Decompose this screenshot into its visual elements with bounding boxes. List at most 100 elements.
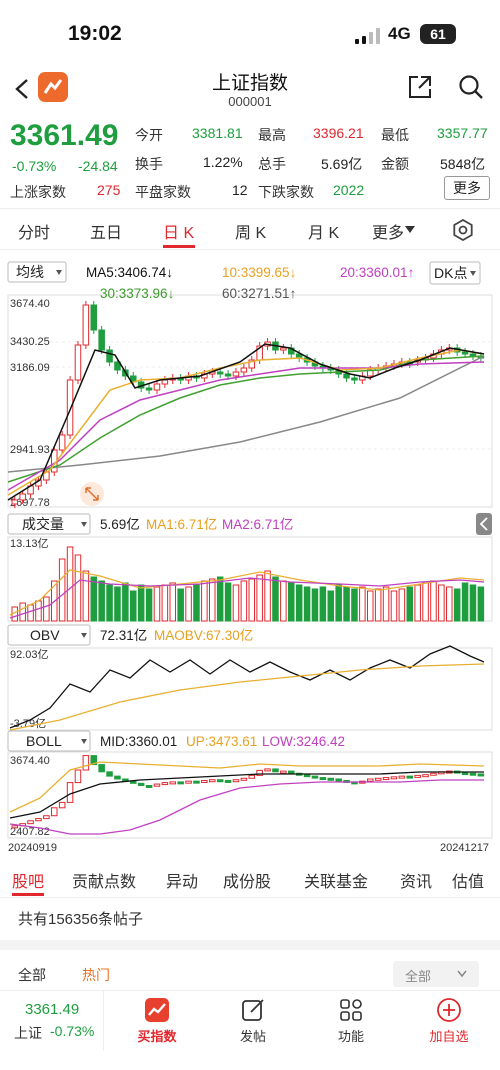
candle bbox=[240, 367, 248, 373]
volume-bar bbox=[27, 604, 34, 622]
share-icon[interactable] bbox=[407, 74, 433, 100]
boll-candle bbox=[382, 777, 390, 781]
post-button[interactable]: 发帖 bbox=[208, 997, 298, 1045]
boll-select-label: BOLL bbox=[26, 733, 62, 749]
obv-line bbox=[9, 645, 485, 729]
tab-minute[interactable]: 分时 bbox=[18, 225, 51, 242]
app-logo-icon[interactable] bbox=[38, 72, 68, 102]
obv-select[interactable] bbox=[7, 624, 91, 646]
volume-value: 5.69亿 bbox=[321, 156, 363, 172]
sort-select[interactable]: 全部 bbox=[393, 961, 479, 987]
search-icon[interactable] bbox=[458, 74, 484, 100]
expand-icon[interactable] bbox=[80, 482, 104, 506]
gear-icon[interactable] bbox=[452, 219, 474, 241]
volume-bar bbox=[19, 602, 26, 622]
buy-index-button[interactable]: 买指数 bbox=[112, 997, 202, 1045]
volume-bar bbox=[359, 586, 366, 622]
obv-axis-top: 92.03亿 bbox=[10, 648, 49, 661]
volume-bar bbox=[177, 588, 184, 622]
change-value: -24.84 bbox=[78, 158, 118, 174]
chevron-left-icon bbox=[479, 517, 488, 531]
boll-candle bbox=[193, 780, 200, 784]
boll-select[interactable] bbox=[7, 730, 91, 752]
volume-bar bbox=[130, 590, 137, 622]
boll-candle bbox=[280, 770, 287, 774]
ma5-label: MA5:3406.74↓ bbox=[86, 265, 173, 280]
candle bbox=[106, 349, 113, 363]
obv-value: 72.31亿 bbox=[100, 628, 147, 643]
function-button[interactable]: 功能 bbox=[306, 997, 396, 1045]
collapse-panel-button[interactable] bbox=[476, 513, 492, 535]
volume-bar bbox=[335, 584, 342, 622]
boll-candle bbox=[390, 776, 398, 780]
boll-lower-line bbox=[9, 779, 484, 835]
candle bbox=[153, 383, 161, 391]
tab-more[interactable]: 更多 bbox=[372, 225, 405, 242]
tab-five-day[interactable]: 五日 bbox=[90, 225, 123, 242]
post-count: 共有156356条帖子 bbox=[18, 911, 144, 928]
volume-bar bbox=[422, 582, 429, 622]
chart-icon bbox=[145, 998, 169, 1022]
tab-weekly-k[interactable]: 周 K bbox=[235, 225, 267, 242]
chevron-down-icon bbox=[457, 970, 467, 978]
bottom-index-name: 上证 bbox=[14, 1025, 42, 1041]
volume-bar bbox=[35, 600, 42, 622]
price-axis-label-1: 3674.40 bbox=[10, 298, 50, 310]
volume-bar bbox=[209, 578, 216, 622]
boll-candle bbox=[335, 778, 342, 782]
volume-bar bbox=[240, 580, 248, 622]
bottom-quote[interactable]: 3361.49 上证 -0.73% bbox=[0, 991, 104, 1051]
boll-candle bbox=[153, 783, 161, 787]
dk-point-button[interactable] bbox=[429, 261, 481, 285]
down-count-label: 下跌家数 bbox=[258, 184, 314, 200]
tab-forum[interactable]: 股吧 bbox=[12, 874, 45, 891]
sort-select-label: 全部 bbox=[405, 969, 432, 984]
boll-candle bbox=[201, 779, 208, 783]
boll-candle bbox=[209, 779, 216, 783]
date-start: 20240919 bbox=[8, 842, 57, 854]
filter-hot[interactable]: 热门 bbox=[82, 967, 110, 983]
add-watchlist-button[interactable]: 加自选 bbox=[404, 997, 494, 1045]
volume-bar bbox=[216, 576, 224, 622]
volume-bar bbox=[374, 588, 382, 622]
boll-candle bbox=[264, 768, 271, 772]
back-icon[interactable] bbox=[14, 78, 30, 100]
candlesticks bbox=[11, 301, 485, 508]
indicator-select[interactable] bbox=[7, 261, 67, 283]
candle bbox=[161, 379, 169, 385]
volume-bar bbox=[74, 554, 82, 622]
volume-bar bbox=[477, 586, 485, 622]
boll-candle bbox=[114, 775, 121, 780]
tab-related-funds[interactable]: 关联基金 bbox=[304, 874, 369, 891]
boll-candle bbox=[406, 775, 414, 779]
boll-candle bbox=[224, 779, 232, 783]
volume-bar bbox=[58, 558, 66, 622]
ma60-line bbox=[7, 355, 485, 473]
volume-bar bbox=[153, 586, 161, 622]
flat-count-label: 平盘家数 bbox=[135, 184, 191, 200]
volume-bar bbox=[367, 590, 374, 622]
boll-candle bbox=[11, 825, 19, 829]
boll-candle bbox=[288, 770, 295, 774]
high-value: 3396.21 bbox=[313, 125, 364, 141]
tab-news[interactable]: 资讯 bbox=[400, 874, 433, 891]
tab-monthly-k[interactable]: 月 K bbox=[308, 225, 340, 242]
more-button[interactable]: 更多 bbox=[444, 176, 490, 200]
tab-constituents[interactable]: 成份股 bbox=[223, 874, 272, 891]
boll-candle bbox=[185, 780, 192, 784]
boll-candle bbox=[177, 781, 184, 785]
boll-candle bbox=[311, 775, 319, 779]
filter-all[interactable]: 全部 bbox=[18, 967, 46, 983]
candle bbox=[216, 371, 224, 375]
tab-daily-k[interactable]: 日 K bbox=[163, 225, 195, 242]
grid-icon bbox=[340, 999, 362, 1021]
volume-bar bbox=[224, 582, 232, 622]
volume-select[interactable] bbox=[7, 513, 91, 535]
tab-contribution[interactable]: 贡献点数 bbox=[72, 874, 137, 891]
ma10-line bbox=[7, 349, 485, 496]
candle bbox=[82, 304, 90, 346]
candle bbox=[469, 353, 477, 357]
candle bbox=[145, 387, 153, 391]
tab-movement[interactable]: 异动 bbox=[166, 874, 199, 891]
tab-valuation[interactable]: 估值 bbox=[452, 874, 485, 891]
